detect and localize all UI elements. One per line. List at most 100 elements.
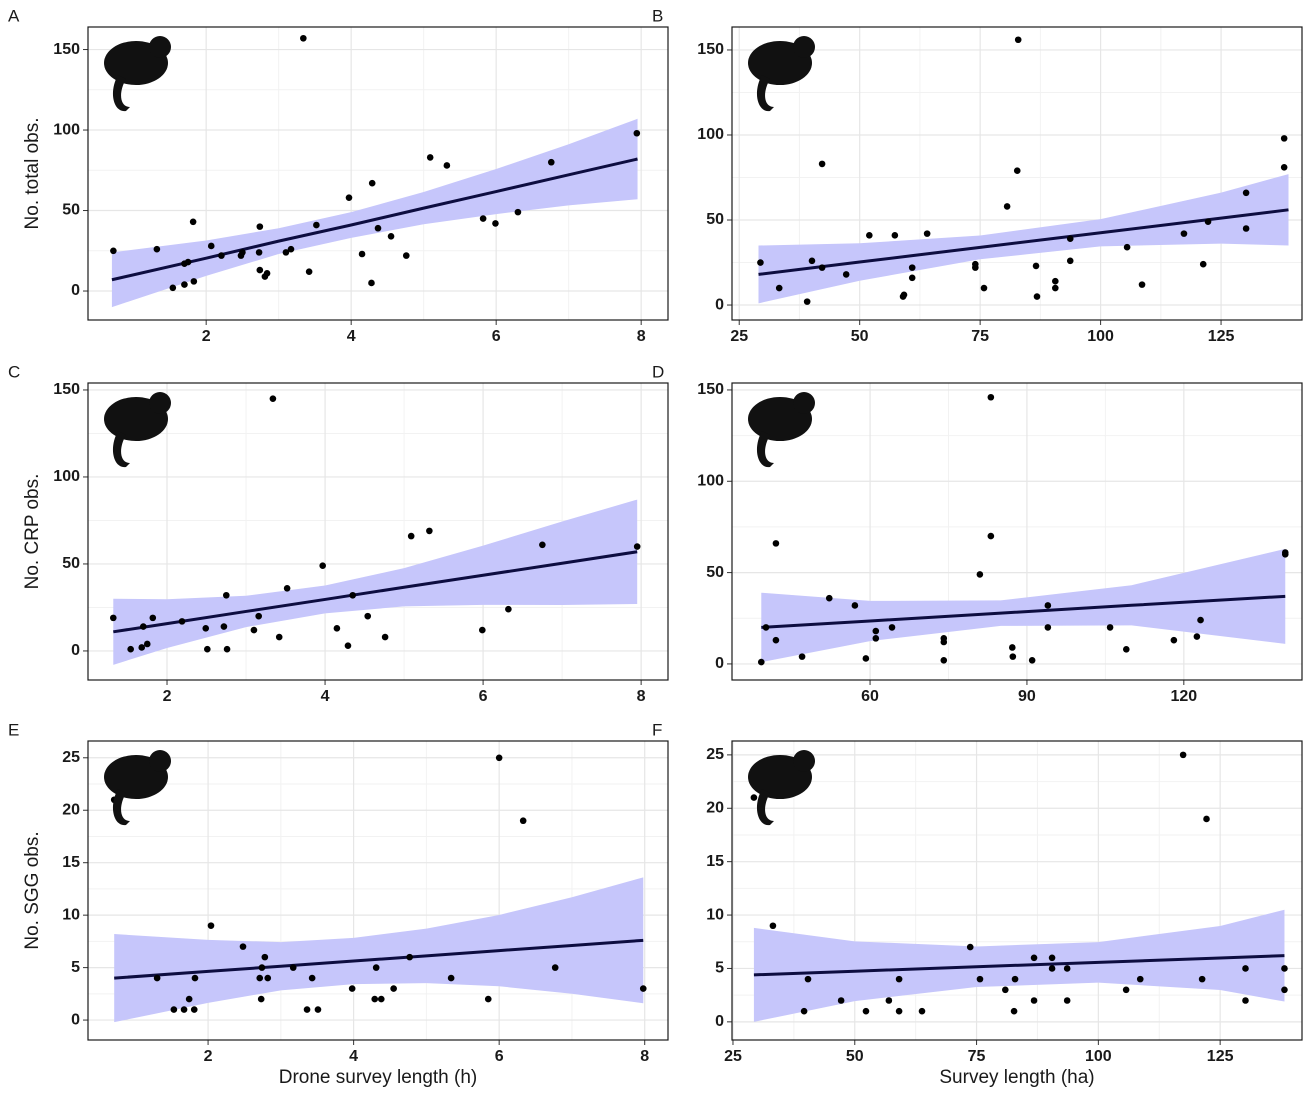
point <box>207 922 215 929</box>
y-tick-label: 5 <box>715 960 724 977</box>
point <box>1033 293 1041 300</box>
silhouette-tail <box>112 431 130 468</box>
point <box>862 1007 870 1015</box>
silhouette-head <box>793 392 815 414</box>
point <box>255 612 262 620</box>
point <box>918 1007 926 1015</box>
confidence-band <box>113 499 638 665</box>
y-tick-label: 15 <box>706 853 724 870</box>
point <box>1281 551 1289 558</box>
point <box>109 614 117 622</box>
y-tick-label: 25 <box>706 746 724 763</box>
point <box>1203 815 1210 823</box>
point <box>1280 163 1288 171</box>
point <box>798 653 806 660</box>
point <box>184 258 192 266</box>
point <box>1281 965 1288 972</box>
point <box>1028 656 1036 664</box>
point <box>308 974 316 982</box>
silhouette-tail <box>756 75 774 112</box>
point <box>1170 636 1178 644</box>
x-tick-label: 90 <box>1018 688 1036 705</box>
y-tick-label: 50 <box>706 211 724 228</box>
point <box>837 997 845 1004</box>
point <box>1204 218 1212 226</box>
point <box>222 591 230 599</box>
x-tick-label: 75 <box>971 328 989 345</box>
x-tick-label: 125 <box>1207 1048 1234 1065</box>
point <box>256 223 264 230</box>
x-tick-label: 2 <box>202 328 211 345</box>
y-axis-title: No. CRP obs. <box>22 474 43 590</box>
y-tick-label: 20 <box>706 799 724 816</box>
point <box>885 997 893 1004</box>
y-tick-label: 150 <box>697 381 724 398</box>
point <box>372 964 380 971</box>
point <box>348 985 356 992</box>
point <box>381 633 389 641</box>
panel-border <box>731 740 1303 1041</box>
point <box>772 540 780 547</box>
y-tick-label: 150 <box>697 41 724 58</box>
point <box>256 974 264 982</box>
point <box>479 215 487 222</box>
y-tick-label: 0 <box>71 282 80 299</box>
x-tick-label: 120 <box>1170 688 1197 705</box>
point <box>345 194 353 201</box>
point <box>804 975 812 983</box>
confidence-band <box>114 877 644 1023</box>
point <box>1052 284 1059 292</box>
y-tick-label: 10 <box>706 906 724 923</box>
point <box>140 623 147 630</box>
point <box>1044 602 1052 609</box>
point <box>1066 235 1074 243</box>
silhouette-head <box>793 750 815 772</box>
point <box>872 627 880 635</box>
point <box>153 974 161 982</box>
point <box>218 252 225 259</box>
panel-border <box>87 740 669 1041</box>
point <box>750 794 758 801</box>
y-tick-label: 10 <box>62 906 80 923</box>
y-tick-label: 50 <box>62 555 80 572</box>
panel-label: E <box>8 720 19 739</box>
point <box>1011 975 1019 983</box>
point <box>1048 965 1056 972</box>
point <box>371 995 379 1003</box>
confidence-band <box>111 118 638 308</box>
point <box>1013 167 1021 174</box>
point <box>1008 644 1016 651</box>
y-tick-label: 5 <box>71 959 80 976</box>
point <box>1044 624 1052 631</box>
animal-silhouette <box>748 392 815 468</box>
point <box>368 179 376 187</box>
point <box>349 591 357 599</box>
fit-line <box>114 938 644 980</box>
point <box>1063 997 1071 1004</box>
point <box>127 645 134 653</box>
point <box>1122 986 1130 994</box>
point <box>908 274 916 282</box>
y-tick-label: 150 <box>53 41 80 58</box>
x-tick-label: 8 <box>637 688 646 705</box>
point <box>825 594 833 602</box>
x-tick-label: 50 <box>851 328 869 345</box>
point <box>261 953 269 961</box>
point <box>255 249 263 256</box>
silhouette-tail <box>112 789 130 826</box>
point <box>1198 975 1206 983</box>
point <box>202 625 210 632</box>
point <box>190 278 198 285</box>
point <box>484 995 492 1003</box>
point <box>364 612 372 620</box>
y-tick-label: 0 <box>715 1013 724 1030</box>
point <box>966 943 974 951</box>
point <box>374 224 382 232</box>
point <box>406 953 413 961</box>
point <box>189 218 197 226</box>
point <box>180 1006 188 1013</box>
x-tick-label: 100 <box>1085 1048 1112 1065</box>
point <box>263 270 271 277</box>
point <box>972 264 979 271</box>
point <box>851 602 859 609</box>
